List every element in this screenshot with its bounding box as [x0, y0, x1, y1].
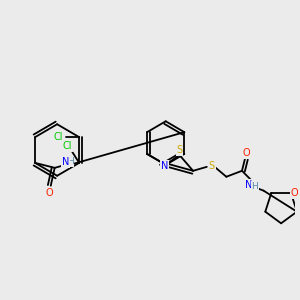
Text: N: N [161, 161, 168, 171]
Text: O: O [242, 148, 250, 158]
Text: N: N [62, 157, 69, 167]
Text: S: S [208, 161, 215, 171]
Text: N: N [245, 180, 253, 190]
Text: O: O [291, 188, 298, 198]
Text: H: H [251, 182, 258, 191]
Text: S: S [176, 145, 182, 155]
Text: Cl: Cl [54, 132, 63, 142]
Text: Cl: Cl [63, 141, 72, 151]
Text: H: H [67, 158, 74, 166]
Text: O: O [46, 188, 54, 198]
